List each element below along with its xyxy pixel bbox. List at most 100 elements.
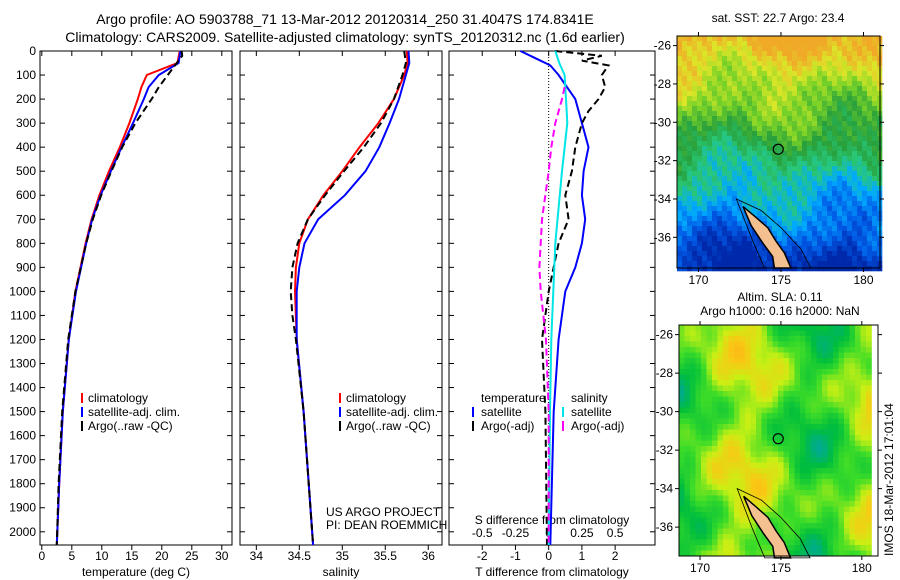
map-cell [852, 216, 858, 222]
map-cell [750, 369, 757, 375]
map-cell [862, 181, 868, 187]
map-cell [737, 131, 743, 137]
map-cell [756, 352, 762, 359]
map-cell [767, 413, 773, 419]
map-cell [767, 186, 773, 192]
map-cell [717, 413, 724, 419]
map-cell [727, 76, 733, 82]
map-cell [690, 347, 696, 353]
map-cell [747, 76, 753, 82]
y-tick-label: 1500 [9, 405, 36, 419]
map-cell [745, 490, 751, 496]
map-cell [692, 241, 698, 247]
map-cell [679, 435, 685, 441]
map-cell [734, 506, 740, 513]
map-cell [842, 126, 848, 132]
map-cell [777, 66, 783, 72]
map-cell [860, 457, 867, 463]
map-cell [792, 251, 798, 257]
map-cell [717, 56, 723, 62]
map-cell [767, 106, 773, 112]
map-cell [777, 91, 783, 97]
map-cell [778, 512, 784, 518]
map-cell [761, 490, 768, 496]
map-cell [772, 512, 779, 518]
map-cell [778, 385, 784, 392]
map-cell [702, 146, 708, 152]
map-cell [811, 391, 817, 397]
map-cell [832, 241, 838, 247]
map-cell [679, 512, 685, 518]
map-cell [849, 479, 856, 485]
map-cell [837, 66, 843, 72]
map-cell [677, 96, 683, 102]
map-cell [855, 446, 861, 452]
map-cell [811, 363, 817, 370]
map-cell [772, 186, 778, 192]
map-cell [757, 211, 763, 217]
map-cell [734, 391, 740, 397]
map-cell [677, 226, 683, 232]
map-cell [867, 136, 873, 142]
map-cell [797, 231, 803, 237]
map-cell [797, 216, 803, 222]
map-cell [817, 146, 823, 152]
map-cell [739, 435, 746, 441]
map-cell [734, 468, 740, 474]
map-cell [867, 186, 873, 192]
map-cell [722, 36, 728, 42]
map-cell [734, 534, 740, 540]
map-cell [866, 396, 872, 403]
map-cell [811, 550, 817, 557]
map-cell [767, 451, 773, 458]
map-cell [747, 186, 753, 192]
map-cell [767, 36, 773, 42]
map-cell [695, 457, 702, 463]
map-cell [872, 171, 878, 177]
map-cell [684, 330, 691, 337]
map-cell [728, 402, 735, 408]
map-cell [852, 126, 858, 132]
map-cell [761, 325, 768, 331]
map-cell [782, 96, 788, 102]
map-cell [822, 86, 828, 92]
map-cell [702, 156, 708, 162]
map-cell [872, 61, 878, 67]
map-cell [822, 256, 828, 262]
map-cell [762, 136, 768, 142]
map-cell [866, 545, 872, 551]
map-cell [712, 490, 718, 496]
map-cell [717, 191, 723, 197]
map-cell [772, 161, 778, 167]
map-cell [797, 181, 803, 187]
map-cell [707, 126, 713, 132]
map-cell [811, 446, 817, 452]
map-cell [734, 385, 740, 392]
map-cell [805, 424, 812, 430]
map-cell [852, 161, 858, 167]
map-cell [800, 468, 806, 474]
map-cell [827, 462, 834, 469]
map-cell [822, 462, 828, 469]
map-cell [750, 539, 757, 546]
map-cell [712, 51, 718, 57]
map-cell [794, 358, 801, 364]
map-cell [787, 201, 793, 207]
map-cell [872, 41, 878, 47]
map-cell [707, 206, 713, 212]
map-cell [778, 330, 784, 337]
map-cell [827, 176, 833, 182]
map-cell [777, 231, 783, 237]
map-cell [867, 261, 873, 267]
map-cell [692, 126, 698, 132]
map-cell [837, 226, 843, 232]
map-cell [712, 236, 718, 242]
map-cell [712, 347, 718, 353]
map-cell [767, 46, 773, 52]
map-cell [797, 116, 803, 122]
map-cell [837, 236, 843, 242]
map-cell [692, 256, 698, 262]
map-cell [702, 46, 708, 52]
map-cell [816, 391, 823, 397]
map-cell [712, 66, 718, 72]
